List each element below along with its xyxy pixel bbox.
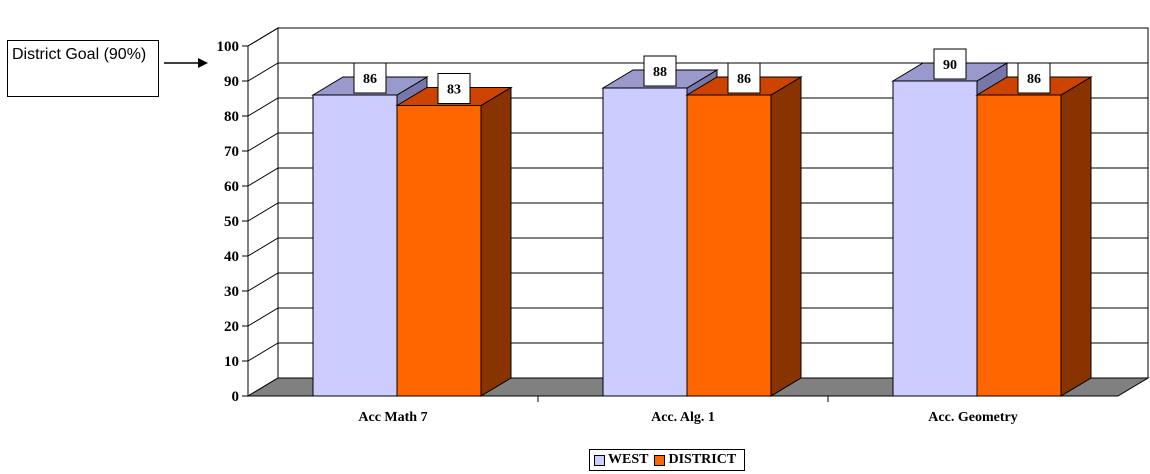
goal-arrow-icon [164, 58, 208, 68]
legend-item-west: WEST [594, 452, 648, 468]
legend-label-west: WEST [608, 452, 649, 467]
y-tick-label: 100 [217, 39, 240, 55]
y-tick-label: 50 [224, 214, 239, 230]
district-goal-annotation: District Goal (90%) [7, 40, 159, 97]
legend-swatch-district [654, 454, 666, 466]
y-tick-label: 0 [232, 389, 240, 405]
y-tick-label: 10 [224, 354, 239, 370]
x-category-label: Acc. Geometry [928, 410, 1017, 425]
y-tick-label: 70 [224, 144, 239, 160]
gridline [247, 132, 1148, 152]
y-tick-label: 30 [224, 284, 239, 300]
bar-district [686, 94, 772, 397]
data-labels: 86 83 88 86 90 86 [353, 48, 1051, 104]
legend-swatch-west [594, 454, 605, 466]
y-axis-ticks: 0 10 20 30 40 50 60 70 80 90 100 [217, 39, 249, 405]
data-label: 86 [1027, 72, 1041, 87]
bar-west [312, 94, 398, 397]
data-label: 88 [653, 65, 667, 80]
bar-west [602, 87, 688, 397]
gridline [247, 167, 1148, 187]
y-tick-label: 80 [224, 109, 239, 125]
legend: WEST DISTRICT [589, 449, 746, 471]
gridline [247, 27, 1148, 47]
bar-side-district [770, 76, 802, 397]
data-label: 86 [737, 72, 751, 87]
data-label: 83 [447, 83, 461, 98]
gridline [247, 342, 1148, 362]
y-tick-label: 40 [224, 249, 239, 265]
data-label-box [643, 55, 677, 87]
bar-side-district [1060, 76, 1092, 397]
x-category-label: Acc Math 7 [358, 410, 427, 425]
data-label-box [353, 62, 387, 94]
gridline [247, 62, 1148, 82]
data-label: 90 [943, 58, 957, 73]
bar-west [892, 80, 978, 397]
data-label-box [933, 48, 967, 80]
x-category-label: Acc. Alg. 1 [651, 410, 715, 425]
data-label-box [727, 62, 761, 94]
data-label: 86 [363, 72, 377, 87]
x-axis-labels: Acc Math 7 Acc. Alg. 1 Acc. Geometry [358, 396, 1018, 425]
y-tick-label: 60 [224, 179, 239, 195]
data-label-box [437, 73, 471, 104]
gridlines [247, 27, 1148, 362]
bars [311, 62, 1093, 397]
bar-side-district [480, 86, 512, 397]
legend-item-district: DISTRICT [654, 452, 736, 468]
bar-district [396, 105, 482, 397]
bar-district [976, 94, 1062, 397]
legend-label-district: DISTRICT [668, 452, 737, 467]
y-tick-label: 20 [224, 319, 239, 335]
gridline [247, 97, 1148, 117]
data-label-box [1017, 62, 1051, 94]
gridline [247, 307, 1148, 327]
gridline [247, 202, 1148, 222]
gridline [247, 272, 1148, 292]
district-goal-text: District Goal (90%) [12, 46, 147, 63]
gridline [247, 237, 1148, 257]
y-tick-label: 90 [224, 74, 239, 90]
